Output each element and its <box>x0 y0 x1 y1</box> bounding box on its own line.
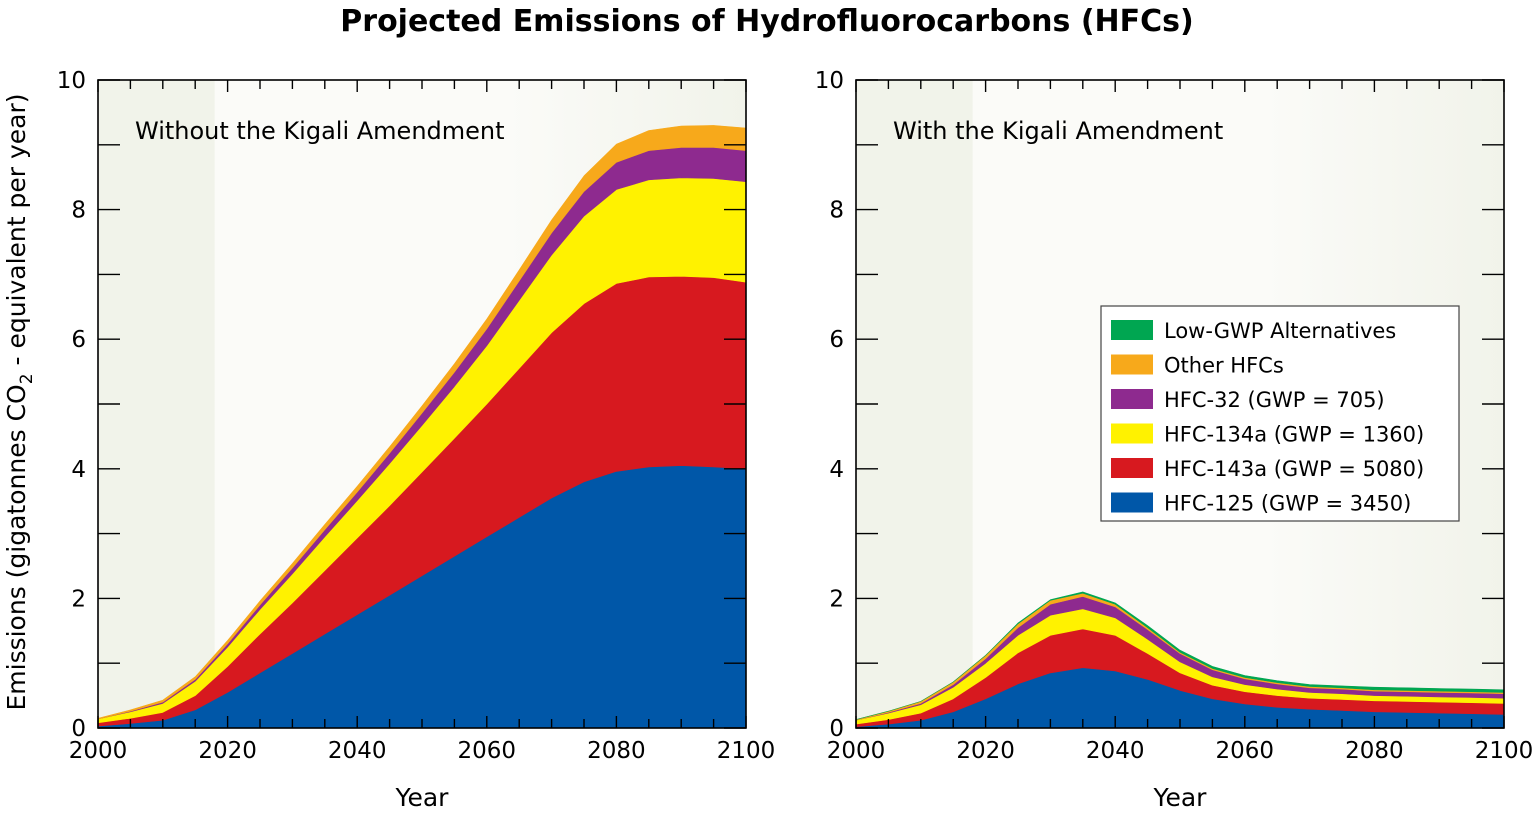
legend-swatch-low-gwp-alternatives <box>1111 320 1153 340</box>
x-axis-label: Year <box>395 783 450 812</box>
x-tick-label: 2060 <box>458 738 517 764</box>
legend-swatch-hfc-125-gwp-3450 <box>1111 492 1153 513</box>
legend-swatch-other-hfcs <box>1111 354 1153 375</box>
legend-label-low-gwp-alternatives: Low-GWP Alternatives <box>1164 319 1396 343</box>
y-axis-label: Emissions (gigatonnes CO2 - equivalent p… <box>2 93 37 710</box>
x-tick-label: 2000 <box>827 738 886 764</box>
legend-box <box>1100 305 1460 522</box>
x-tick-label: 2040 <box>1086 738 1145 764</box>
y-tick-label: 4 <box>71 457 86 483</box>
legend-label-hfc-125-gwp-3450: HFC-125 (GWP = 3450) <box>1164 492 1411 516</box>
y-tick-label: 10 <box>815 68 844 94</box>
x-tick-label: 2100 <box>1475 738 1534 764</box>
y-tick-label: 6 <box>71 327 86 353</box>
legend-swatch-hfc-143a-gwp-5080 <box>1111 458 1153 478</box>
x-axis-label: Year <box>1153 783 1208 812</box>
panel-label: With the Kigali Amendment <box>893 117 1223 145</box>
x-tick-label: 2060 <box>1216 738 1275 764</box>
legend-label-other-hfcs: Other HFCs <box>1164 354 1284 378</box>
x-tick-label: 2080 <box>587 738 646 764</box>
y-axis-label-suffix: - equivalent per year) <box>2 93 31 373</box>
panel-without-kigali: 2000 2020 2040 2060 2080 2100 0 2 4 6 8 10 Year Witho… <box>57 68 776 812</box>
legend-swatch-hfc-134a-gwp-1360 <box>1111 423 1153 444</box>
x-tick-label: 2080 <box>1345 738 1404 764</box>
legend-swatch-hfc-32-gwp-705 <box>1111 389 1153 409</box>
x-tick-label: 2100 <box>717 738 776 764</box>
y-tick-label: 6 <box>829 327 844 353</box>
figure-title: Projected Emissions of Hydrofluorocarbon… <box>340 4 1193 39</box>
y-tick-label: 10 <box>57 68 86 94</box>
y-tick-label: 4 <box>829 457 844 483</box>
x-tick-label: 2040 <box>328 738 387 764</box>
y-tick-label: 2 <box>71 586 86 612</box>
y-tick-label: 2 <box>829 586 844 612</box>
panel-label: Without the Kigali Amendment <box>135 117 505 145</box>
y-tick-label: 8 <box>71 198 86 224</box>
x-tick-label: 2000 <box>69 738 128 764</box>
y-tick-label: 0 <box>71 716 86 742</box>
legend: Low-GWP Alternatives Other HFCs HFC-32 (GW… <box>1100 305 1460 522</box>
legend-label-hfc-143a-gwp-5080: HFC-143a (GWP = 5080) <box>1164 457 1424 481</box>
legend-label-hfc-134a-gwp-1360: HFC-134a (GWP = 1360) <box>1164 423 1424 447</box>
x-tick-label: 2020 <box>956 738 1015 764</box>
y-axis-label-prefix: Emissions (gigatonnes CO <box>2 384 31 710</box>
x-tick-label: 2020 <box>198 738 257 764</box>
legend-entries: Low-GWP Alternatives Other HFCs HFC-32 (GW… <box>1111 319 1424 516</box>
legend-label-hfc-32-gwp-705: HFC-32 (GWP = 705) <box>1164 388 1385 412</box>
y-tick-label: 8 <box>829 198 844 224</box>
y-tick-label: 0 <box>829 716 844 742</box>
y-axis-label-subscript: 2 <box>17 373 37 384</box>
